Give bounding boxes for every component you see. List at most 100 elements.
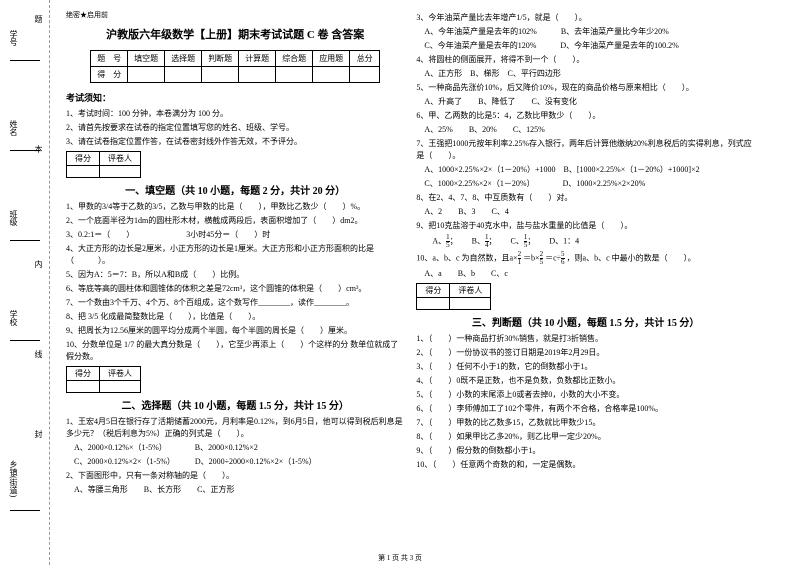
cell: 得分	[417, 284, 450, 298]
cell: 得分	[67, 152, 100, 166]
question: 10、（ ）任意两个奇数的和，一定是偶数。	[416, 459, 754, 471]
option: A、2 B、3 C、4	[416, 206, 754, 218]
notice-item: 1、考试时间：100 分钟，本卷满分为 100 分。	[66, 108, 404, 120]
question: 10、a、b、c 为自然数，且a×21 ＝b×25 ＝c÷56 ，则a、b、c …	[416, 251, 754, 266]
part2-title: 二、选择题（共 10 小题，每题 1.5 分，共计 15 分）	[66, 397, 404, 412]
question: 6、（ ）李师傅加工了102个零件，有两个不合格，合格率是100%。	[416, 403, 754, 415]
opt-a: A、	[432, 236, 446, 245]
cell: 应用题	[313, 51, 350, 67]
question: 2、下面图形中，只有一条对称轴的是（ ）。	[66, 470, 404, 482]
question: 7、一个数由3个千万、4个万、8个百组成，这个数写作________，读作___…	[66, 297, 404, 309]
table-row: 题 号 填空题 选择题 判断题 计算题 综合题 应用题 总分	[91, 51, 380, 67]
question: 9、把周长为12.56厘米的圆平均分成两个半圆，每个半圆的周长是（ ）厘米。	[66, 325, 404, 337]
dash-label: 封	[33, 430, 44, 438]
scorer-table: 得分评卷人	[416, 283, 491, 310]
question: 8、把 3/5 化成最简整数比是（ ），比值是（ ）。	[66, 311, 404, 323]
cell: 总分	[350, 51, 380, 67]
option: A、升高了 B、降低了 C、没有变化	[416, 96, 754, 108]
margin-label: 姓名	[8, 120, 19, 136]
question: 4、大正方形的边长是2厘米，小正方形的边长是1厘米。大正方形和小正方形面积的比是…	[66, 243, 404, 267]
cell	[67, 166, 100, 178]
question: 5、一种商品先涨价10%，后又降价10%，现在的商品价格与原来相比（ ）。	[416, 82, 754, 94]
opt-c: C、	[511, 236, 524, 245]
option: A、2000×0.12%×（1-5%） B、2000×0.12%×2	[66, 442, 404, 454]
margin-label: 学校	[8, 310, 19, 326]
question: 7、（ ）甲数的比乙数多15，乙数就比甲数少15。	[416, 417, 754, 429]
option: A、正方形 B、梯形 C、平行四边形	[416, 68, 754, 80]
secret-label: 绝密★启用前	[66, 10, 404, 20]
option: C、1000×2.25%×2×（1－20%） D、1000×2.25%×2×20…	[416, 178, 754, 190]
margin-line	[10, 60, 40, 61]
margin-line	[10, 340, 40, 341]
cell	[239, 67, 276, 83]
option: A、a B、b C、c	[416, 268, 754, 280]
cell	[276, 67, 313, 83]
question: 5、因为A：5＝7：B，所以A和B成（ ）比例。	[66, 269, 404, 281]
question: 8、在2、4、7、8、中互质数有（ ）对。	[416, 192, 754, 204]
exam-title: 沪教版六年级数学【上册】期末考试试题 C 卷 含答案	[66, 26, 404, 42]
question: 2、（ ）一份协议书的签订日期是2019年2月29日。	[416, 347, 754, 359]
part3-title: 三、判断题（共 10 小题，每题 1.5 分，共计 15 分）	[416, 314, 754, 329]
cell: 得分	[67, 367, 100, 381]
question: 8、（ ）如果甲比乙多20%，则乙比甲一定少20%。	[416, 431, 754, 443]
option: A、25% B、20% C、125%	[416, 124, 754, 136]
margin-label: 乡镇(街道)	[8, 460, 19, 497]
cell: 综合题	[276, 51, 313, 67]
question: 1、甲数的3/4等于乙数的3/5，乙数与甲数的比是（ ），甲数比乙数少（ ）%。	[66, 201, 404, 213]
question: 6、等底等高的圆柱体和圆锥体的体积之差是72cm³，这个圆锥的体积是（ ）cm³…	[66, 283, 404, 295]
cell	[350, 67, 380, 83]
cell: 评卷人	[100, 367, 141, 381]
question: 3、（ ）任何不小于1的数，它的倒数都小于1。	[416, 361, 754, 373]
cell	[100, 381, 141, 393]
part1-title: 一、填空题（共 10 小题，每题 2 分，共计 20 分）	[66, 182, 404, 197]
table-row: 得 分	[91, 67, 380, 83]
question: 1、王宏4月5日在银行存了活期储蓄2000元，月利率是0.12%，到6月5日，他…	[66, 416, 404, 440]
opt-d: D、1：4	[549, 236, 579, 245]
question: 10、分数单位是 1/7 的最大真分数是（ ），它至少再添上（ ）个这样的分 数…	[66, 339, 404, 363]
margin-label: 学号	[8, 30, 19, 46]
cell: 评卷人	[100, 152, 141, 166]
left-column: 绝密★启用前 沪教版六年级数学【上册】期末考试试题 C 卷 含答案 题 号 填空…	[60, 10, 410, 560]
right-column: 3、今年油菜产量比去年增产1/5，就是（ ）。 A、今年油菜产量是去年的102%…	[410, 10, 760, 560]
cell: 判断题	[202, 51, 239, 67]
margin-label: 班级	[8, 210, 19, 226]
question: 3、今年油菜产量比去年增产1/5，就是（ ）。	[416, 12, 754, 24]
scorer-table: 得分评卷人	[66, 366, 141, 393]
cell	[202, 67, 239, 83]
opt-b: B、	[472, 236, 485, 245]
question: 1、（ ）一种商品打折30%销售，就是打3折销售。	[416, 333, 754, 345]
cell: 填空题	[128, 51, 165, 67]
score-table: 题 号 填空题 选择题 判断题 计算题 综合题 应用题 总分 得 分	[90, 50, 380, 83]
question: 9、（ ）假分数的倒数都小于1。	[416, 445, 754, 457]
cell: 计算题	[239, 51, 276, 67]
dash-label: 内	[33, 260, 44, 268]
option: C、2000×0.12%×2×（1-5%） D、2000÷2000×0.12%×…	[66, 456, 404, 468]
cell	[450, 298, 491, 310]
dash-label: 本	[33, 145, 44, 153]
cell	[67, 381, 100, 393]
option: C、今年油菜产量是去年的120% D、今年油菜产量是去年的100.2%	[416, 40, 754, 52]
cell	[128, 67, 165, 83]
option: A、1000×2.25%×2×（1－20%）+1000 B、[1000×2.25…	[416, 164, 754, 176]
cell: 得 分	[91, 67, 128, 83]
notice-item: 3、请在试卷指定位置作答，在试卷密封线外作答无效，不予评分。	[66, 136, 404, 148]
question: 9、把10克盐溶于40克水中，盐与盐水重量的比值是（ ）。	[416, 220, 754, 232]
question: 4、（ ）0既不是正数，也不是负数，负数都比正数小。	[416, 375, 754, 387]
dash-label: 题	[33, 15, 44, 23]
dash-label: 线	[33, 350, 44, 358]
option-row: A、15； B、14； C、15； D、1：4	[416, 234, 754, 249]
cell	[100, 166, 141, 178]
question: 3、0.2:1＝（ ） 3小时45分＝（ ）时	[66, 229, 404, 241]
binding-margin: 学号 姓名 班级 学校 乡镇(街道) 题 本 内 线 封	[0, 0, 50, 565]
content-area: 绝密★启用前 沪教版六年级数学【上册】期末考试试题 C 卷 含答案 题 号 填空…	[50, 0, 800, 565]
question: 4、将圆柱的侧面展开，将得不到一个（ ）。	[416, 54, 754, 66]
cell: 评卷人	[450, 284, 491, 298]
notice-item: 2、请首先按要求在试卷的指定位置填写您的姓名、班级、学号。	[66, 122, 404, 134]
cell	[165, 67, 202, 83]
page-footer: 第 1 页 共 3 页	[0, 553, 800, 563]
notice-head: 考试须知：	[66, 91, 404, 104]
question: 2、一个底面半径为1dm的圆柱形木材，横截成两段后，表面积增加了（ ）dm2。	[66, 215, 404, 227]
cell	[313, 67, 350, 83]
margin-line	[10, 240, 40, 241]
cell: 题 号	[91, 51, 128, 67]
